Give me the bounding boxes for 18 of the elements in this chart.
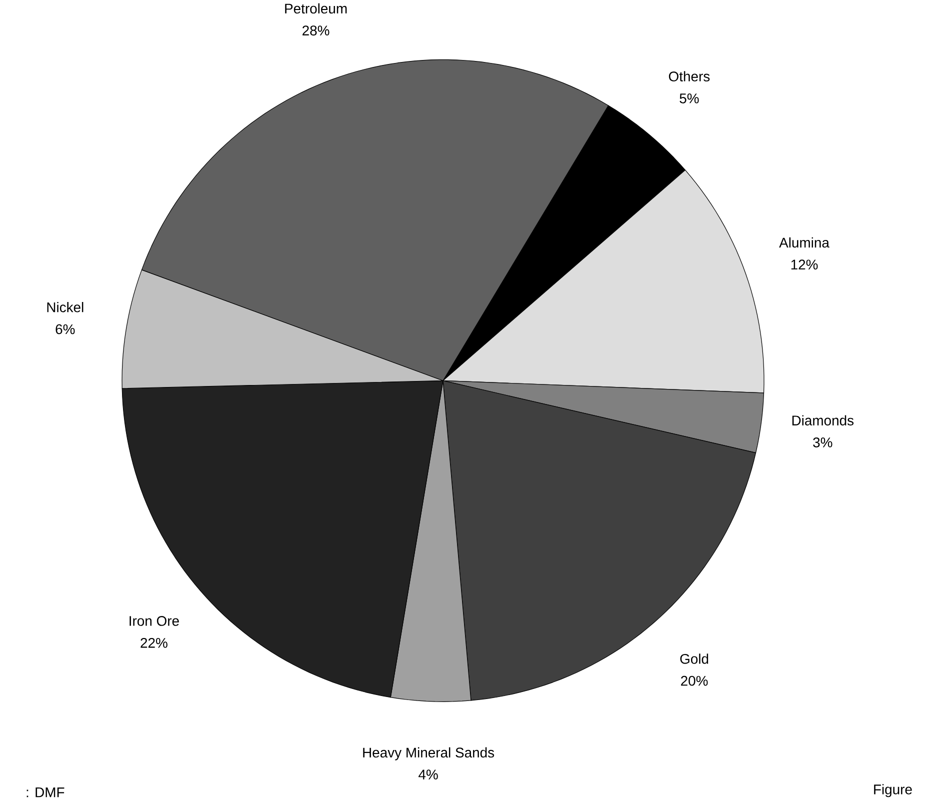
slice-label: Heavy Mineral Sands [363,747,494,760]
text: Figure [874,784,912,798]
data-label: 12% [791,260,818,270]
data-label: 4% [418,770,438,780]
data-label: 3% [813,438,832,448]
slice-label: Nickel [47,302,84,312]
data-label: 6% [56,324,75,334]
slice-label: Alumina [779,238,830,248]
data-label: 22% [140,638,168,648]
data-label: 20% [681,676,708,686]
slice-label: Iron Ore [130,616,179,626]
slice-label: Gold [680,654,708,664]
slice-label: Others [668,71,710,82]
data-label: 5% [680,94,699,104]
data-label: 28% [302,26,330,36]
slice-label: Diamonds [792,415,854,426]
slice-label: Petroleum [285,3,347,14]
text: : DMF [26,788,64,798]
